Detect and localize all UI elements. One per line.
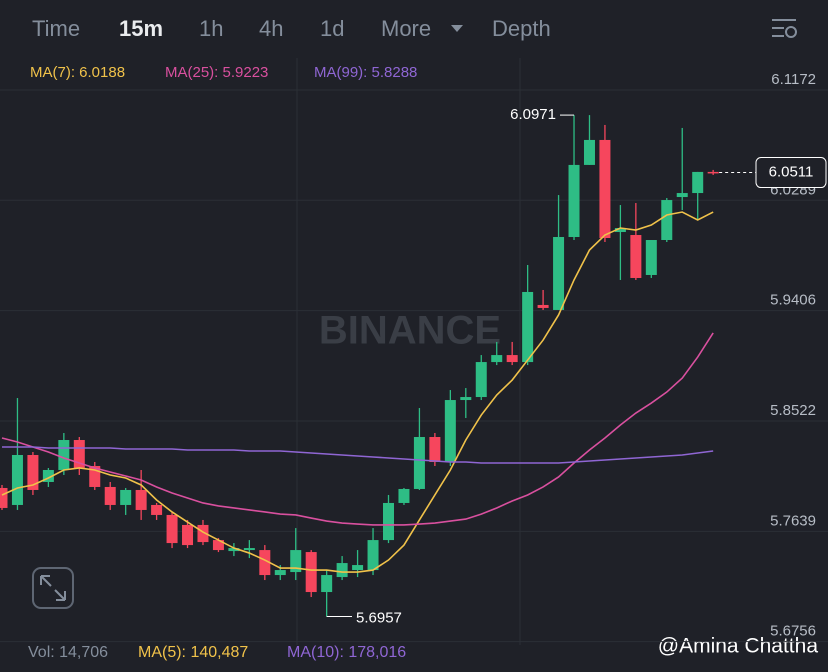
price-box <box>755 157 827 189</box>
candle-body <box>228 548 240 552</box>
legend-entry: MA(7): 6.0188 <box>30 64 125 81</box>
candle-body <box>614 228 626 233</box>
candle-body <box>413 437 425 489</box>
candle-body <box>491 355 503 363</box>
watermark: BINANCE <box>319 309 501 353</box>
settings-icon[interactable] <box>772 19 797 38</box>
tab[interactable]: 15m <box>119 16 164 41</box>
candle-body <box>661 200 673 241</box>
candle-body <box>120 489 132 505</box>
expand-button[interactable] <box>32 567 74 609</box>
legend-entry: MA(25): 5.9223 <box>165 64 268 81</box>
candle-body <box>352 565 364 571</box>
candle-body <box>398 488 410 503</box>
candle-body <box>243 548 255 551</box>
volume-label: Vol: 14,706 <box>28 644 108 661</box>
candle-body <box>27 454 39 490</box>
tab[interactable]: Time <box>32 16 81 41</box>
candle-body <box>460 397 472 401</box>
candle-body <box>274 570 286 576</box>
ma-line <box>2 446 714 464</box>
tab[interactable]: 4h <box>259 16 284 41</box>
candle-body <box>475 362 487 398</box>
credit: @Amina Chattha <box>658 635 819 658</box>
candle-body <box>212 540 224 551</box>
volume-ma: MA(5): 140,487 <box>138 644 248 661</box>
candle-body <box>259 550 271 576</box>
candle-body <box>135 489 147 510</box>
tab[interactable]: 1h <box>199 16 224 41</box>
ma-line <box>1 211 714 573</box>
y-tick-label: 5.7639 <box>770 512 816 529</box>
candle-body <box>506 355 518 363</box>
y-tick-label: 5.6756 <box>770 623 816 640</box>
candle-body <box>676 193 688 198</box>
candle-body <box>583 139 595 165</box>
candle-body <box>197 524 209 543</box>
candle-body <box>336 563 348 578</box>
y-tick-label: 5.9406 <box>770 292 816 309</box>
tab[interactable]: 1d <box>320 16 345 41</box>
candle-body <box>522 291 534 363</box>
candle-body <box>104 486 116 505</box>
y-tick-label: 5.8522 <box>770 402 816 419</box>
candle-body <box>568 164 580 238</box>
ma-line <box>1 332 714 526</box>
candle-body <box>599 139 611 239</box>
candle-body <box>367 540 379 571</box>
candle-body <box>182 524 194 546</box>
dropdown-arrow[interactable] <box>451 25 463 32</box>
candle-body <box>166 514 178 544</box>
candle-body <box>692 171 704 194</box>
low-label: 5.6957 <box>356 609 402 626</box>
candle-body <box>305 552 317 593</box>
candle-body <box>630 235 642 278</box>
candle-body <box>0 487 8 508</box>
candle-body <box>58 440 70 470</box>
volume-ma: MA(10): 178,016 <box>287 644 406 661</box>
candle-body <box>429 437 441 462</box>
candle-body <box>444 400 456 462</box>
high-label: 6.0971 <box>510 106 556 123</box>
tab[interactable]: More <box>381 16 432 41</box>
candle-body <box>290 550 302 573</box>
candle-body <box>383 502 394 541</box>
candle-body <box>321 575 333 593</box>
candle-body <box>707 171 719 174</box>
candle-body <box>11 454 23 505</box>
candle-body <box>645 240 657 275</box>
candle-body <box>42 469 54 482</box>
candle-body <box>89 465 101 487</box>
candle-body <box>151 504 163 515</box>
candle-body <box>537 304 549 308</box>
current-price: 6.0511 <box>769 164 814 181</box>
y-tick-label: 6.1172 <box>771 71 816 88</box>
legend-entry: MA(99): 5.8288 <box>314 64 417 81</box>
candle-body <box>73 440 85 468</box>
tab[interactable]: Depth <box>492 16 551 41</box>
candle-body <box>553 237 565 310</box>
